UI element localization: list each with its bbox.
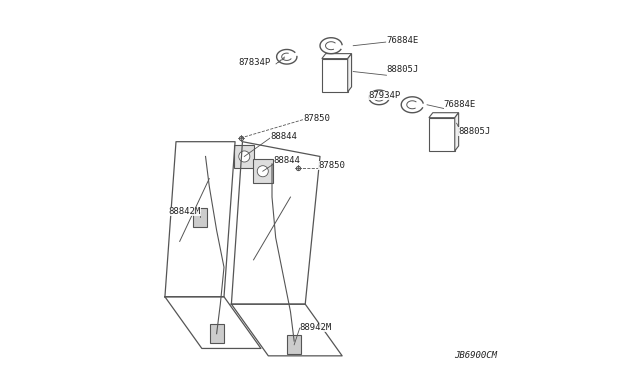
Text: 87934P: 87934P (368, 91, 400, 100)
FancyBboxPatch shape (429, 118, 455, 151)
Text: 76884E: 76884E (444, 100, 476, 109)
Text: 88844: 88844 (270, 132, 297, 141)
Polygon shape (348, 54, 351, 92)
Text: JB6900CM: JB6900CM (454, 350, 497, 359)
Text: 88844: 88844 (274, 155, 301, 165)
Text: 87850: 87850 (318, 161, 345, 170)
Text: 88805J: 88805J (387, 65, 419, 74)
Text: 87850: 87850 (303, 114, 330, 123)
Circle shape (257, 166, 268, 177)
Text: 87834P: 87834P (239, 58, 271, 67)
Text: 88805J: 88805J (458, 127, 491, 136)
FancyBboxPatch shape (193, 208, 207, 227)
Polygon shape (455, 113, 459, 151)
Polygon shape (322, 54, 351, 59)
Text: 88842M: 88842M (168, 207, 201, 217)
Text: 88942M: 88942M (300, 323, 332, 331)
FancyBboxPatch shape (234, 145, 254, 168)
Text: 76884E: 76884E (387, 36, 419, 45)
FancyBboxPatch shape (287, 335, 301, 355)
FancyBboxPatch shape (253, 160, 273, 183)
Circle shape (239, 151, 250, 162)
FancyBboxPatch shape (322, 59, 348, 92)
FancyBboxPatch shape (210, 324, 223, 343)
Polygon shape (429, 113, 459, 118)
